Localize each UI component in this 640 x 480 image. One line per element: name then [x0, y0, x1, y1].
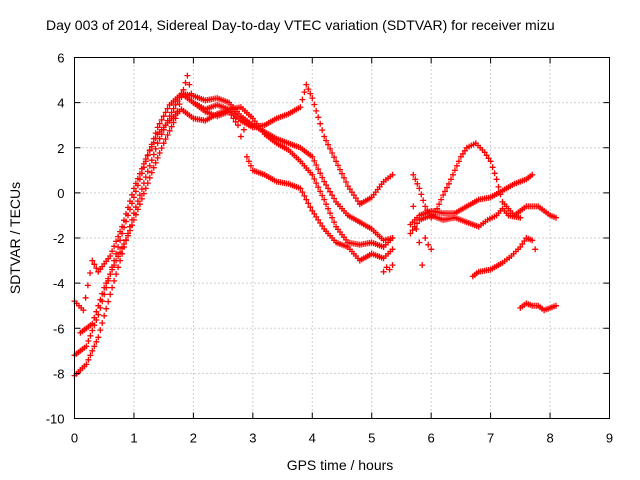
- series-layer: [71, 72, 559, 379]
- y-axis-title: SDTVAR / TECUs: [7, 182, 23, 294]
- x-tick-label: 4: [309, 431, 316, 446]
- data-points: [77, 72, 396, 336]
- x-tick-label: 8: [546, 431, 553, 446]
- y-tick-label: -6: [53, 321, 65, 336]
- axis-ticks: 0 1 2 3 4 5 6 7 8 9 -10 -8 -6 -4 -2 0 2 4 6: [46, 51, 613, 446]
- series-track-7: [407, 205, 524, 237]
- series-track-8: [410, 203, 435, 269]
- series-track-3: [71, 104, 396, 314]
- x-tick-label: 1: [130, 431, 137, 446]
- series-track-9: [469, 235, 539, 280]
- x-tick-label: 9: [606, 431, 613, 446]
- series-track-10: [517, 300, 559, 314]
- x-tick-label: 7: [487, 431, 494, 446]
- series-track-11: [380, 262, 396, 275]
- x-tick-label: 2: [190, 431, 197, 446]
- data-points: [407, 171, 536, 228]
- data-points: [71, 81, 396, 359]
- y-tick-label: -10: [46, 412, 65, 427]
- data-points: [407, 205, 524, 237]
- x-tick-label: 6: [428, 431, 435, 446]
- data-points: [469, 235, 539, 280]
- series-track-2: [71, 81, 396, 359]
- y-tick-label: 0: [57, 186, 64, 201]
- y-tick-label: -8: [53, 366, 65, 381]
- series-track-6: [407, 171, 536, 228]
- x-tick-label: 5: [368, 431, 375, 446]
- x-tick-label: 0: [71, 431, 78, 446]
- y-tick-label: -2: [53, 231, 65, 246]
- y-tick-label: 2: [57, 141, 64, 156]
- y-tick-label: 6: [57, 51, 64, 66]
- data-points: [71, 104, 396, 314]
- data-points: [517, 300, 559, 314]
- series-track-4: [77, 72, 396, 336]
- x-tick-label: 3: [249, 431, 256, 446]
- x-axis-title: GPS time / hours: [287, 457, 394, 473]
- data-points: [380, 262, 396, 275]
- chart-title: Day 003 of 2014, Sidereal Day-to-day VTE…: [46, 17, 555, 33]
- y-tick-label: -4: [53, 276, 65, 291]
- data-points: [410, 203, 435, 269]
- y-tick-label: 4: [57, 96, 64, 111]
